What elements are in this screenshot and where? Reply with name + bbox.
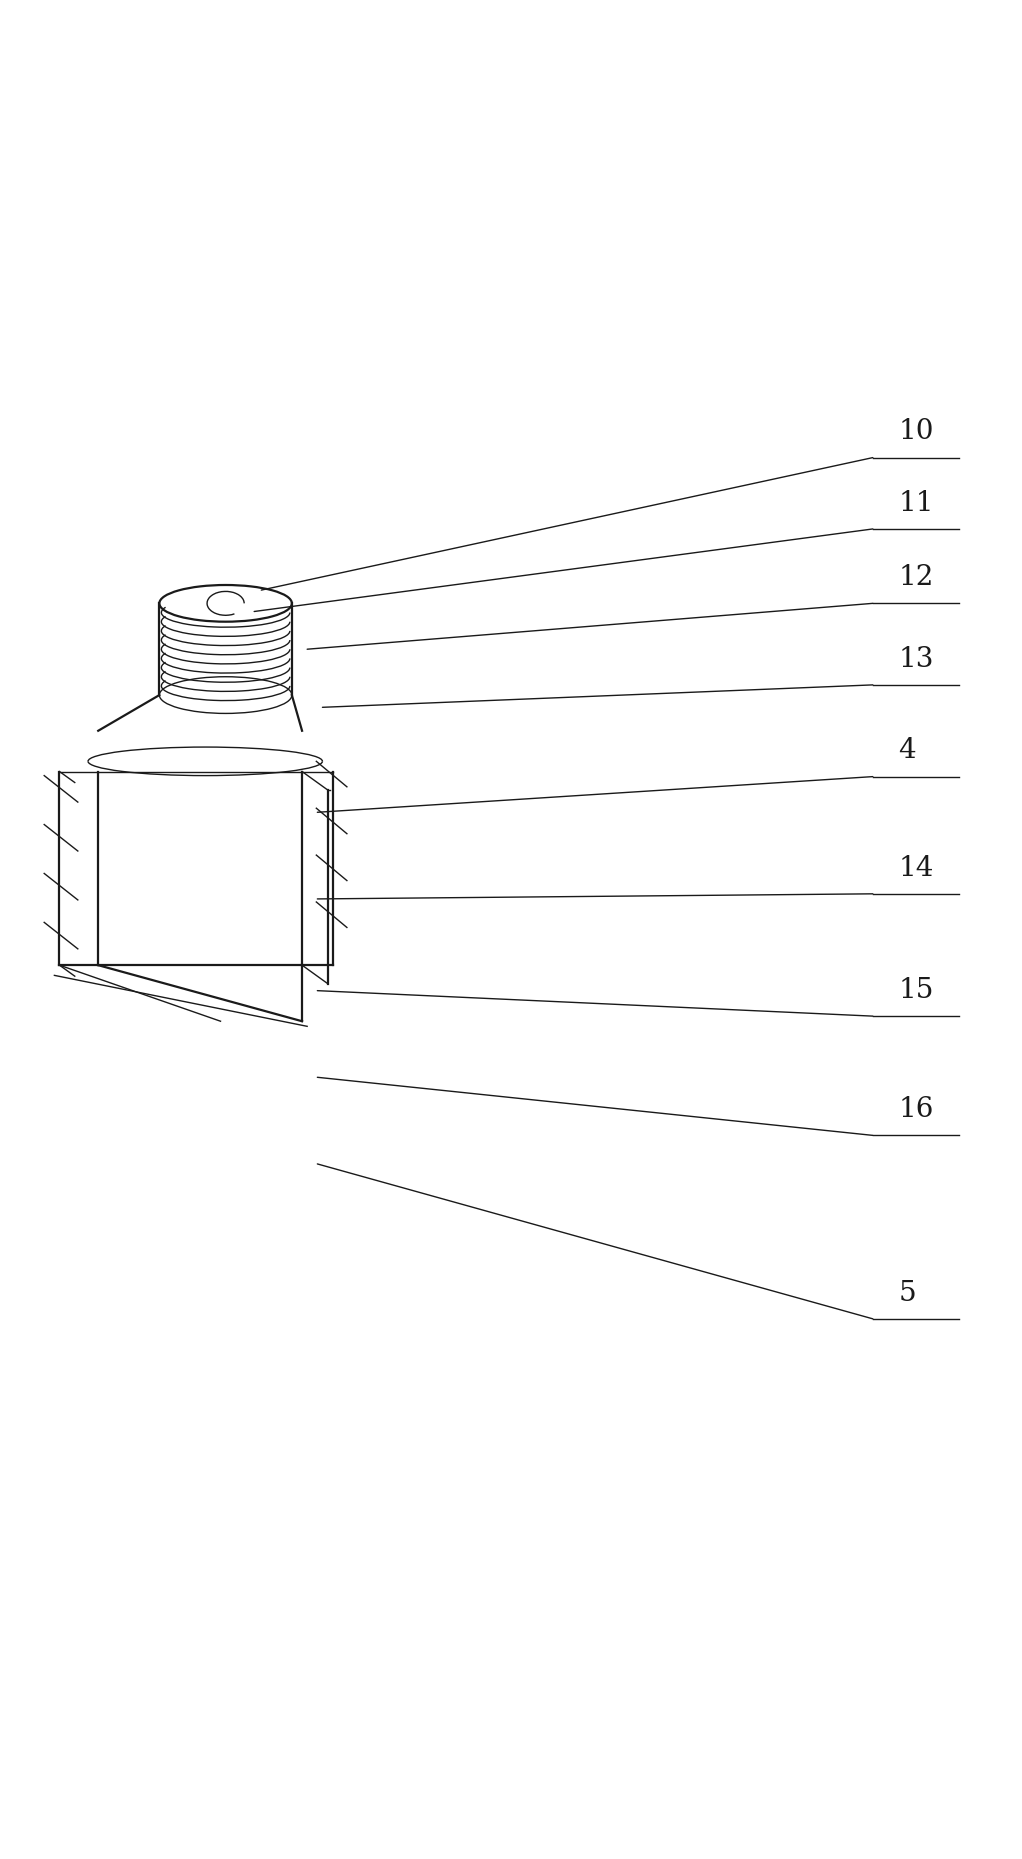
- Text: 11: 11: [898, 489, 934, 517]
- Text: 4: 4: [898, 738, 916, 764]
- Text: 16: 16: [898, 1097, 934, 1123]
- Text: 12: 12: [898, 563, 934, 591]
- Text: 13: 13: [898, 645, 934, 673]
- Text: 14: 14: [898, 855, 934, 881]
- Text: 5: 5: [898, 1279, 916, 1307]
- Text: 15: 15: [898, 976, 934, 1004]
- Text: 10: 10: [898, 418, 934, 446]
